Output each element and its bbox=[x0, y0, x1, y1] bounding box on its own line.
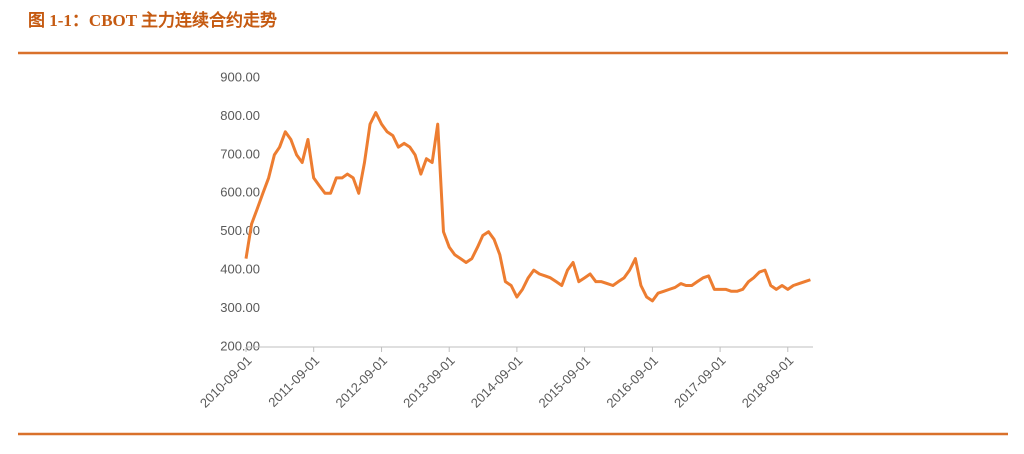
y-tick-label: 600.00 bbox=[220, 185, 260, 200]
x-tick-label: 2013-09-01 bbox=[400, 353, 458, 411]
y-tick-label: 900.00 bbox=[220, 69, 260, 84]
y-tick-label: 700.00 bbox=[220, 146, 260, 161]
y-tick-label: 200.00 bbox=[220, 338, 260, 353]
x-tick-label: 2017-09-01 bbox=[671, 353, 729, 411]
x-tick-label: 2011-09-01 bbox=[265, 353, 322, 410]
x-tick-label: 2010-09-01 bbox=[197, 353, 255, 411]
line-series bbox=[244, 111, 811, 303]
y-tick-label: 500.00 bbox=[220, 223, 260, 238]
x-tick-label: 2012-09-01 bbox=[332, 353, 390, 411]
x-tick-label: 2016-09-01 bbox=[603, 353, 661, 411]
y-tick-label: 400.00 bbox=[220, 262, 260, 277]
x-tick-label: 2018-09-01 bbox=[739, 353, 797, 411]
chart-title: 图 1-1：CBOT 主力连续合约走势 bbox=[28, 10, 277, 30]
y-tick-label: 300.00 bbox=[220, 300, 260, 315]
x-tick-label: 2015-09-01 bbox=[535, 353, 593, 411]
x-tick-label: 2014-09-01 bbox=[468, 353, 526, 411]
y-tick-label: 800.00 bbox=[220, 108, 260, 123]
